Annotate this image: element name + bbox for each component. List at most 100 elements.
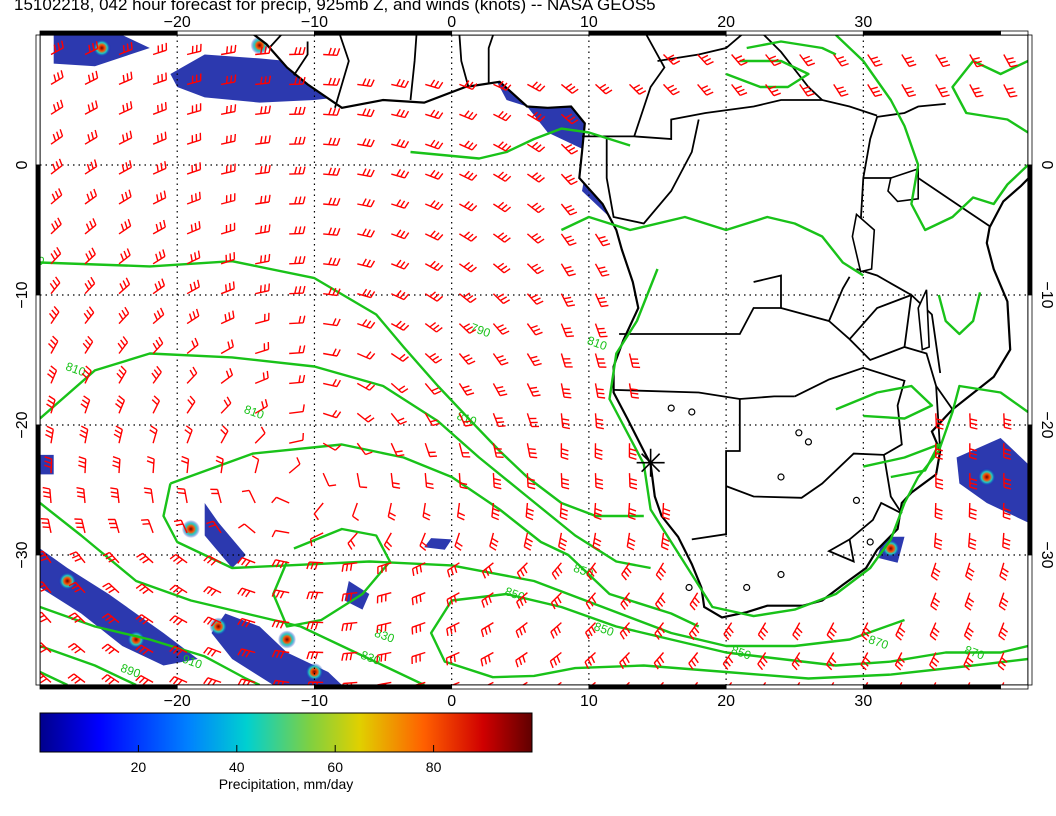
wind-barb	[215, 455, 224, 474]
wind-barb	[526, 263, 545, 275]
wind-barb	[203, 585, 222, 597]
wind-barb	[40, 581, 52, 594]
wind-barb	[206, 520, 222, 534]
wind-barb	[594, 293, 609, 308]
wind-barb	[220, 368, 234, 384]
lon-tick-label-bottom: 10	[580, 693, 598, 710]
wind-barb	[322, 472, 337, 487]
wind-barb	[347, 532, 358, 550]
wind-barb	[491, 502, 500, 521]
wind-barb	[169, 553, 188, 565]
lat-tick-label-left: 0	[14, 160, 31, 169]
wind-barb	[446, 562, 460, 578]
wind-barb	[40, 611, 52, 624]
wind-barb	[50, 246, 62, 265]
wind-barb	[169, 615, 188, 626]
wind-barb	[210, 488, 222, 504]
wind-barb	[621, 562, 632, 581]
lake	[917, 289, 931, 351]
wind-barb	[458, 292, 477, 304]
wind-barb	[101, 643, 120, 655]
wind-barb	[458, 473, 468, 490]
wind-barb	[489, 532, 499, 551]
wind-barb	[411, 562, 426, 577]
wind-barb	[527, 141, 546, 153]
wind-barb	[1003, 84, 1018, 98]
wind-barb	[186, 162, 202, 175]
colorbar-scale	[39, 712, 533, 753]
wind-barb	[356, 472, 368, 489]
wind-barb	[135, 583, 154, 595]
wind-barb	[288, 457, 301, 474]
contour-label: 830	[359, 648, 383, 668]
wind-barb	[220, 222, 236, 235]
coastline	[230, 35, 1028, 619]
wind-barb	[560, 143, 579, 155]
colorbar-tick-label: 60	[327, 759, 343, 775]
wind-barb	[459, 201, 478, 212]
wind-barb	[289, 374, 306, 385]
wind-barb	[799, 84, 815, 97]
wind-barb	[357, 351, 376, 360]
wind-barb	[83, 306, 95, 325]
wind-barb	[458, 323, 477, 334]
wind-barb	[377, 562, 392, 574]
wind-barb	[411, 621, 426, 635]
wind-barb	[458, 413, 473, 427]
wind-barb	[391, 78, 410, 89]
height-contour	[429, 599, 1028, 680]
wind-barb	[964, 592, 975, 611]
lon-scale-bar	[725, 30, 864, 36]
lat-tick-label-right: −10	[1038, 281, 1055, 308]
salt-pan	[852, 496, 861, 504]
wind-barb	[84, 188, 98, 205]
wind-barb	[560, 203, 578, 216]
wind-barb	[76, 487, 86, 504]
colorbar-tick-label: 80	[426, 759, 442, 775]
wind-barb	[69, 551, 86, 564]
wind-barb	[424, 382, 442, 395]
wind-barb	[220, 425, 229, 444]
country-border	[268, 35, 283, 49]
precip-area	[424, 538, 452, 550]
wind-barb	[323, 227, 341, 236]
wind-barb	[45, 425, 54, 444]
wind-barb	[50, 158, 63, 175]
wind-barb	[527, 111, 546, 123]
wind-barb	[593, 502, 603, 521]
wind-barb	[792, 622, 803, 641]
wind-barb	[833, 84, 849, 97]
wind-barb	[459, 170, 478, 181]
lon-scale-bar	[862, 30, 1001, 36]
wind-barb	[118, 42, 133, 56]
wind-barb	[203, 677, 222, 685]
wind-barb	[255, 45, 272, 56]
wind-barb	[376, 592, 392, 604]
wind-barb	[998, 592, 1009, 611]
wind-barb	[152, 307, 165, 325]
wind-barb	[594, 323, 608, 338]
wind-barb	[152, 42, 168, 56]
wind-barb	[560, 233, 577, 246]
wind-barb	[143, 487, 154, 504]
wind-barb	[493, 171, 512, 182]
wind-barb	[560, 173, 578, 186]
wind-barb	[901, 54, 917, 68]
country-border	[794, 366, 906, 514]
wind-barb	[42, 486, 52, 504]
wind-barb	[791, 652, 803, 671]
wind-barb	[901, 84, 916, 98]
wind-barb	[220, 163, 236, 175]
wind-barb	[220, 133, 236, 145]
wind-barb	[594, 263, 610, 277]
wind-barb	[493, 110, 512, 122]
wind-barb	[102, 582, 120, 594]
lon-scale-bar	[588, 684, 727, 690]
wind-barb	[935, 413, 944, 430]
wind-barb	[425, 169, 444, 180]
wind-barb	[152, 131, 167, 145]
wind-barb	[255, 253, 271, 265]
wind-barb	[50, 217, 62, 235]
wind-barb	[722, 652, 734, 670]
